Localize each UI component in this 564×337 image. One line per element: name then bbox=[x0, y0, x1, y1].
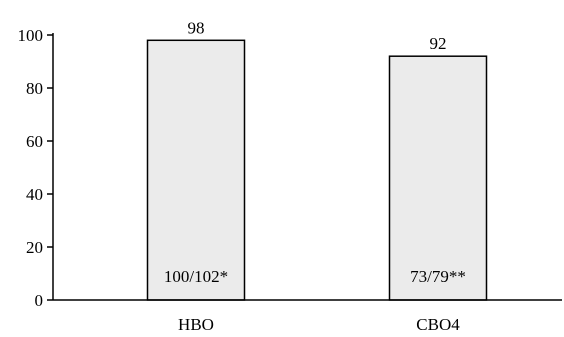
y-tick-label-20: 20 bbox=[26, 238, 43, 257]
inner-label-hbo: 100/102* bbox=[164, 267, 228, 286]
y-tick-label-40: 40 bbox=[26, 185, 43, 204]
inner-label-cbo4: 73/79** bbox=[410, 267, 466, 286]
y-tick-label-60: 60 bbox=[26, 132, 43, 151]
bar-cbo4 bbox=[388, 55, 488, 301]
value-label-cbo4: 92 bbox=[430, 34, 447, 53]
y-tick-label-80: 80 bbox=[26, 79, 43, 98]
y-tick-label-100: 100 bbox=[18, 26, 44, 45]
value-label-hbo: 98 bbox=[188, 18, 205, 37]
category-label-hbo: HBO bbox=[178, 315, 214, 334]
axis-layer: 0 20 40 60 80 100 bbox=[18, 26, 562, 310]
category-label-cbo4: CBO4 bbox=[416, 315, 460, 334]
bar-hbo bbox=[146, 39, 246, 301]
y-tick-label-0: 0 bbox=[35, 291, 44, 310]
bars-layer: 98 100/102* HBO 92 73/79** CBO4 bbox=[146, 18, 488, 334]
